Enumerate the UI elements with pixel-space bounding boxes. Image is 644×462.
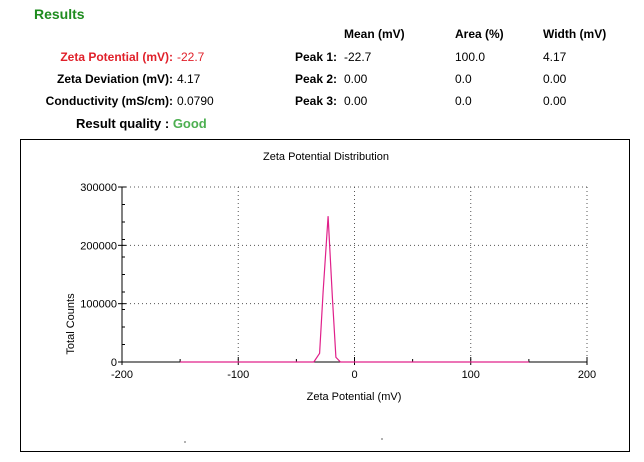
header-area: Area (%) bbox=[455, 27, 504, 41]
y-tick-label: 100000 bbox=[80, 299, 117, 311]
peak1-mean: -22.7 bbox=[344, 50, 372, 64]
y-tick-label: 0 bbox=[111, 357, 117, 369]
results-title: Results bbox=[34, 6, 85, 22]
header-mean: Mean (mV) bbox=[344, 27, 405, 41]
zeta-deviation-label: Zeta Deviation (mV): bbox=[56, 72, 173, 86]
zeta-distribution-chart: Zeta Potential Distribution -200 -100 0 100… bbox=[65, 151, 596, 443]
peak2-area: 0.0 bbox=[455, 72, 472, 86]
x-tick-label: 200 bbox=[578, 369, 596, 381]
peak3-width: 0.00 bbox=[543, 94, 567, 108]
x-tick-label: 100 bbox=[462, 369, 480, 381]
peak3-area: 0.0 bbox=[455, 94, 472, 108]
peak1-width: 4.17 bbox=[543, 50, 567, 64]
peak3-mean: 0.00 bbox=[344, 94, 368, 108]
y-tick-label: 300000 bbox=[80, 182, 117, 194]
zeta-deviation-value: 4.17 bbox=[177, 72, 201, 86]
header-width: Width (mV) bbox=[543, 27, 607, 41]
result-quality: Result quality : Good bbox=[76, 116, 207, 131]
peak1-label: Peak 1: bbox=[294, 50, 337, 64]
x-tick-label: 0 bbox=[351, 369, 357, 381]
y-tick-label: 200000 bbox=[80, 240, 117, 252]
peak3-label: Peak 3: bbox=[294, 94, 337, 108]
x-axis-label: Zeta Potential (mV) bbox=[307, 391, 402, 403]
result-quality-label: Result quality : bbox=[76, 116, 170, 131]
peak1-area: 100.0 bbox=[455, 50, 486, 64]
chart-frame: Zeta Potential Distribution -200 -100 0 100… bbox=[20, 139, 630, 452]
peak2-mean: 0.00 bbox=[344, 72, 368, 86]
y-axis-label: Total Counts bbox=[65, 293, 77, 355]
peak2-width: 0.00 bbox=[543, 72, 567, 86]
x-tick-label: -100 bbox=[227, 369, 249, 381]
conductivity-value: 0.0790 bbox=[177, 94, 214, 108]
x-tick-label: -200 bbox=[111, 369, 133, 381]
peak2-label: Peak 2: bbox=[294, 72, 337, 86]
zeta-potential-label: Zeta Potential (mV): bbox=[60, 50, 173, 64]
conductivity-label: Conductivity (mS/cm): bbox=[45, 94, 173, 108]
chart-title: Zeta Potential Distribution bbox=[263, 151, 389, 163]
result-quality-value: Good bbox=[172, 116, 207, 131]
zeta-potential-value: -22.7 bbox=[177, 50, 205, 64]
distribution-line bbox=[180, 216, 529, 363]
